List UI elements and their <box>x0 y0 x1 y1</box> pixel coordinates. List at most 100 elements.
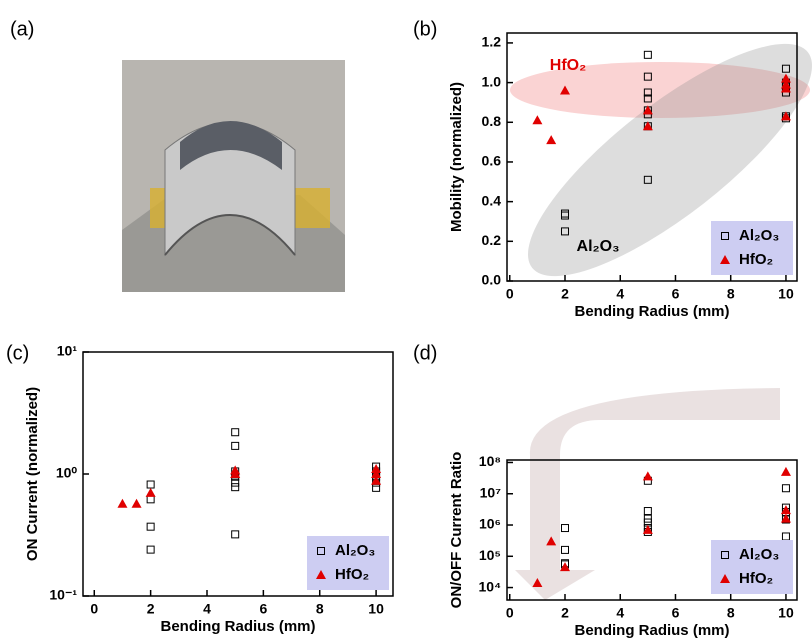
x-axis-label: Bending Radius (mm) <box>160 618 315 635</box>
point <box>146 480 155 489</box>
point <box>532 115 543 125</box>
legend-box <box>711 221 793 275</box>
x-tick-label: 2 <box>561 286 569 302</box>
legend-label: Al₂O₃ <box>739 546 779 563</box>
x-axis-label: Bending Radius (mm) <box>574 622 729 639</box>
plot-frame <box>506 32 798 282</box>
point <box>780 73 791 83</box>
point <box>371 469 382 478</box>
point <box>561 209 569 218</box>
hfo2-region <box>510 62 810 118</box>
point <box>642 121 653 131</box>
point <box>781 484 790 493</box>
point <box>643 72 652 81</box>
legend-label: HfO₂ <box>739 251 773 268</box>
point <box>561 524 569 533</box>
legend-marker <box>720 574 730 583</box>
point <box>546 536 557 546</box>
point <box>643 88 652 97</box>
y-tick-label: 10⁶ <box>479 516 501 532</box>
photo-film <box>180 121 282 170</box>
point <box>231 441 240 450</box>
x-tick-label: 0 <box>90 601 98 617</box>
legend-marker <box>317 547 325 555</box>
x-tick-label: 2 <box>561 605 569 621</box>
y-tick-label: 0.4 <box>482 192 502 208</box>
y-tick-label: 0.6 <box>482 153 502 169</box>
legend-marker <box>721 232 729 240</box>
point <box>117 498 128 508</box>
al2o3-region <box>528 43 812 277</box>
point <box>230 469 241 478</box>
x-tick-label: 8 <box>316 601 324 617</box>
point <box>643 50 652 59</box>
point <box>231 478 240 487</box>
point <box>780 83 791 93</box>
photo-edge <box>164 214 296 256</box>
point <box>371 463 382 473</box>
legend-marker <box>720 255 730 264</box>
y-tick-label: 10⁸ <box>479 453 501 469</box>
point <box>560 85 570 95</box>
point <box>561 227 569 236</box>
x-tick-label: 6 <box>672 605 680 621</box>
point <box>643 175 652 184</box>
legend-box <box>711 540 793 594</box>
y-axis-label: Mobility (normalized) <box>448 82 465 232</box>
point <box>546 135 557 145</box>
point <box>231 483 240 492</box>
x-tick-label: 4 <box>616 286 624 302</box>
point <box>643 507 652 516</box>
x-tick-label: 2 <box>147 601 155 617</box>
point <box>145 487 156 497</box>
legend-box <box>307 536 389 590</box>
x-axis-label: Bending Radius (mm) <box>574 303 729 320</box>
point <box>643 94 652 103</box>
legend-label: HfO₂ <box>335 566 369 583</box>
point <box>561 545 569 554</box>
point <box>372 483 381 492</box>
point <box>642 471 653 481</box>
point <box>231 530 240 539</box>
point <box>146 545 155 554</box>
annotation: HfO₂ <box>550 57 586 74</box>
x-tick-label: 4 <box>616 605 624 621</box>
panel-label: (c) <box>6 342 29 364</box>
y-tick-label: 10¹ <box>57 343 78 359</box>
y-tick-label: 1.0 <box>482 73 502 89</box>
y-tick-label: 1.2 <box>482 34 502 50</box>
x-tick-label: 10 <box>778 286 794 302</box>
point <box>780 505 791 515</box>
y-tick-label: 10⁻¹ <box>49 587 77 603</box>
panel-label: (b) <box>413 18 437 40</box>
y-axis-label: ON/OFF Current Ratio <box>448 452 465 609</box>
y-tick-label: 0.0 <box>482 272 502 288</box>
point <box>146 522 155 531</box>
legend-marker <box>721 551 729 559</box>
y-tick-label: 0.8 <box>482 113 502 129</box>
point <box>532 577 543 587</box>
y-axis-label: ON Current (normalized) <box>24 387 41 561</box>
panel-label: (a) <box>10 18 34 40</box>
x-tick-label: 4 <box>203 601 211 617</box>
x-tick-label: 6 <box>672 286 680 302</box>
point <box>642 524 653 534</box>
point <box>560 562 570 572</box>
point <box>642 105 653 115</box>
point <box>131 498 142 508</box>
point <box>780 111 791 121</box>
x-tick-label: 8 <box>727 605 735 621</box>
x-tick-label: 10 <box>368 601 384 617</box>
y-tick-label: 0.2 <box>482 232 502 248</box>
trend-arrow <box>515 388 780 600</box>
point <box>780 513 791 523</box>
point <box>231 428 240 437</box>
point <box>371 475 382 485</box>
legend-marker <box>316 570 326 579</box>
point <box>781 532 790 541</box>
legend-label: Al₂O₃ <box>335 542 375 559</box>
point <box>780 466 791 476</box>
x-tick-label: 10 <box>778 605 794 621</box>
legend-label: Al₂O₃ <box>739 227 779 244</box>
